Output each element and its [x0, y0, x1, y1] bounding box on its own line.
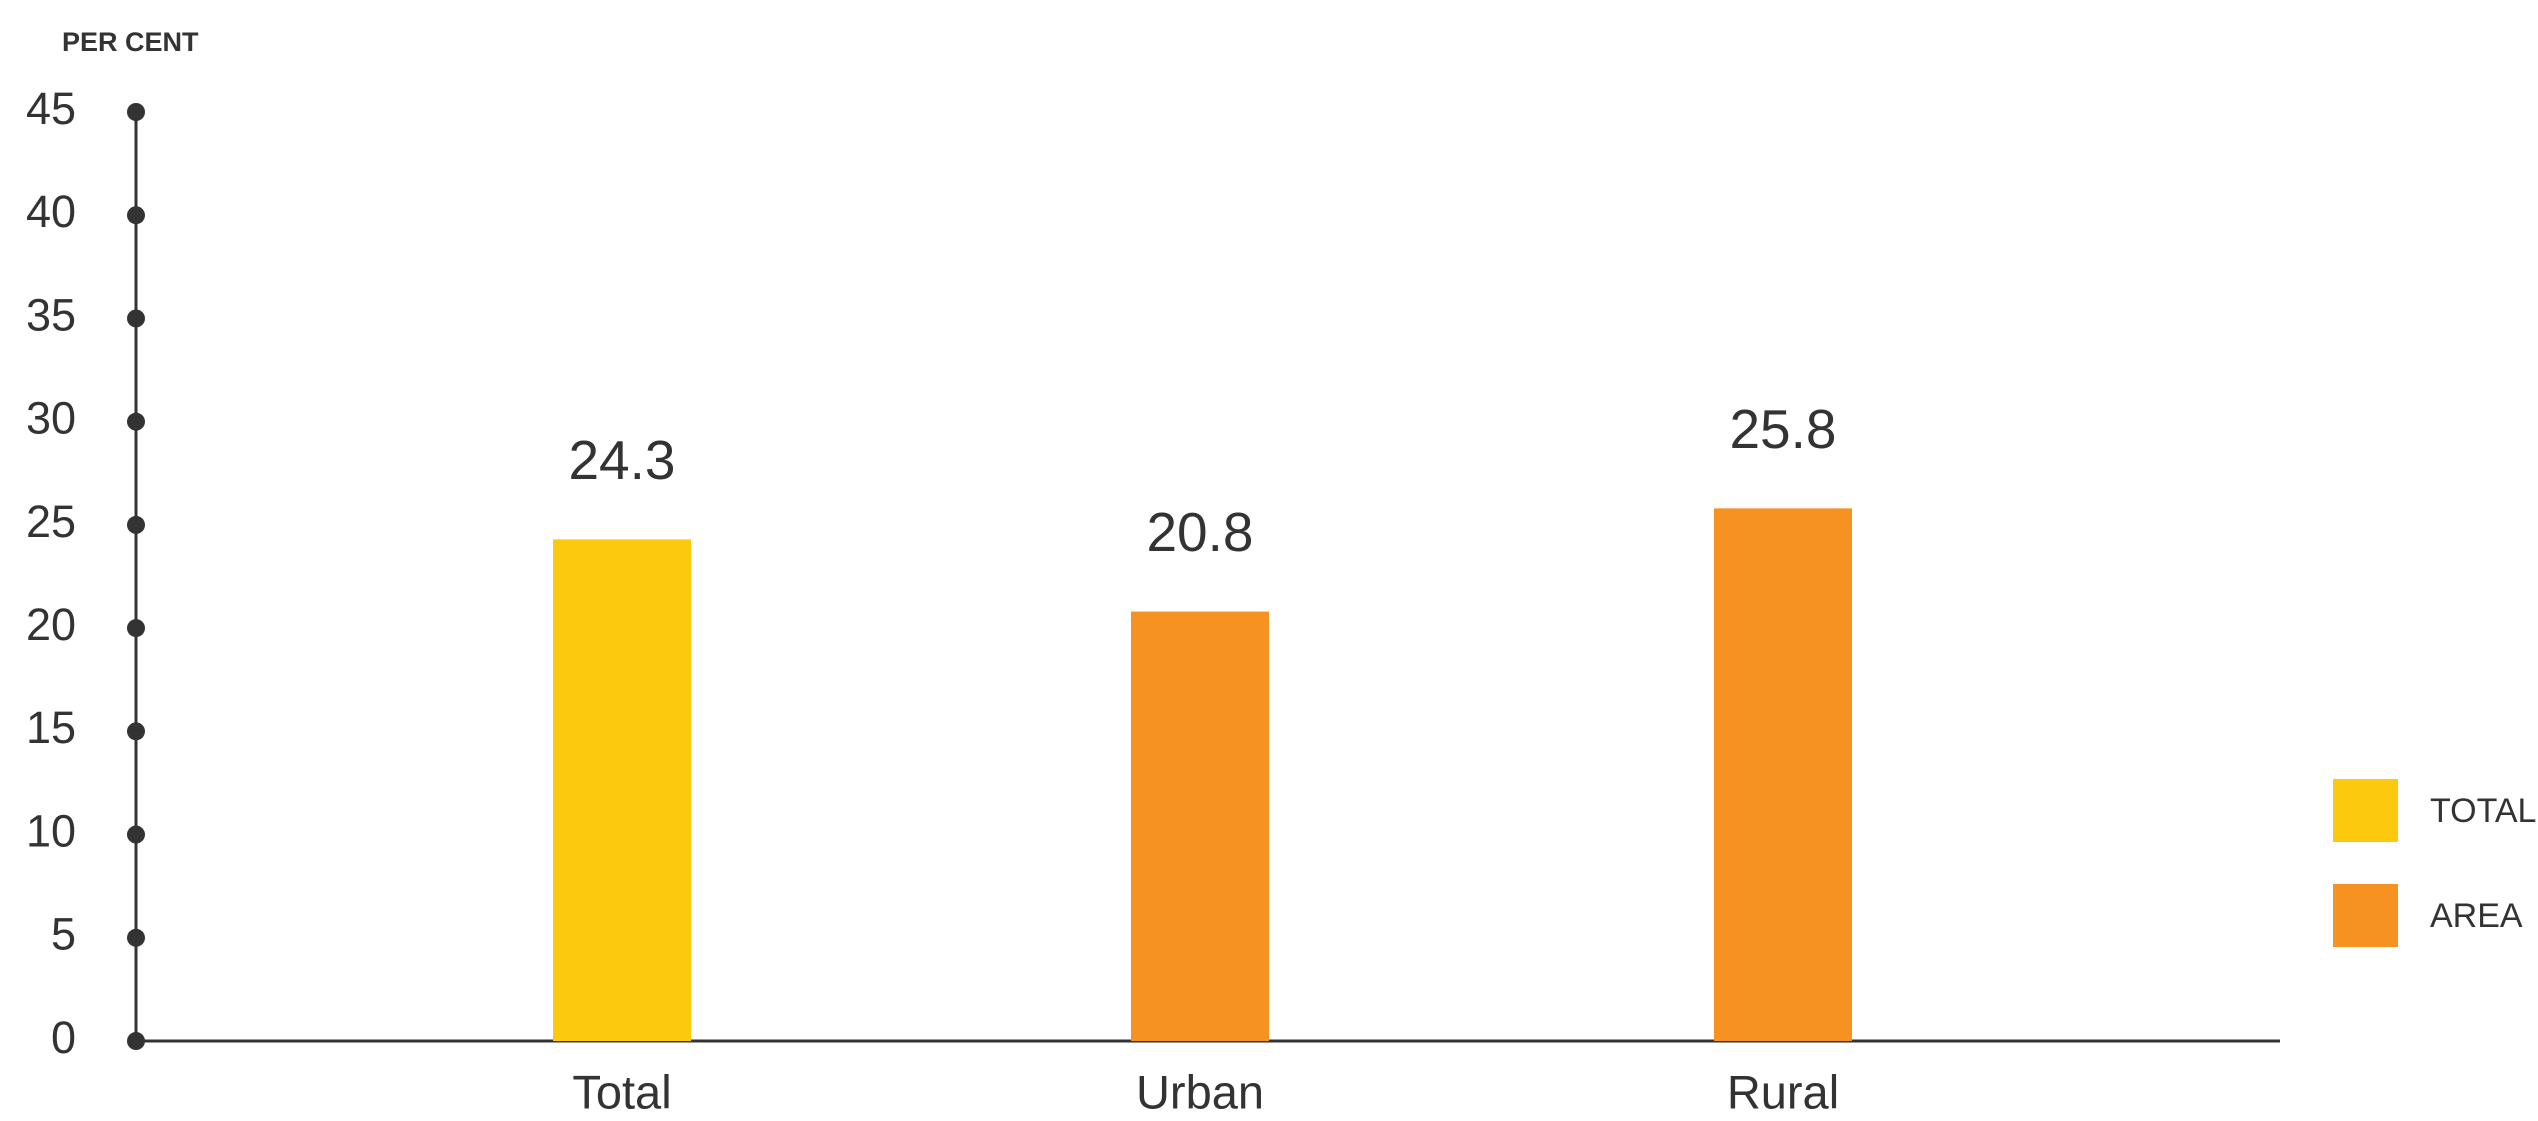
value-label: 20.8	[1146, 501, 1253, 563]
y-tick-label: 0	[51, 1012, 76, 1063]
tick-dot	[127, 1032, 145, 1050]
legend-label: TOTAL	[2430, 792, 2536, 830]
legend-swatch	[2333, 884, 2398, 947]
x-tick-label: Total	[572, 1065, 671, 1118]
legend-swatch	[2333, 779, 2398, 842]
y-tick-label: 40	[26, 186, 76, 237]
tick-dot	[127, 515, 145, 534]
bar	[553, 539, 691, 1041]
y-tick-label: 30	[26, 393, 76, 444]
tick-dot	[127, 722, 145, 741]
tick-dot	[127, 825, 145, 844]
value-label: 24.3	[568, 429, 675, 491]
y-tick-label: 45	[26, 83, 76, 134]
y-tick-label: 5	[51, 909, 76, 960]
x-tick-label: Urban	[1136, 1065, 1264, 1118]
tick-dot	[127, 103, 145, 121]
tick-dot	[127, 619, 145, 638]
tick-dot	[127, 412, 145, 431]
tick-dot	[127, 206, 145, 225]
bar	[1131, 611, 1269, 1041]
legend-label: AREA	[2430, 897, 2523, 935]
value-label: 25.8	[1729, 398, 1836, 460]
y-tick-label: 25	[26, 496, 76, 547]
bar	[1714, 508, 1852, 1042]
y-axis-label: PER CENT	[62, 27, 199, 57]
tick-dot	[127, 928, 145, 947]
y-tick-label: 35	[26, 289, 76, 340]
x-tick-label: Rural	[1727, 1065, 1839, 1118]
y-tick-label: 15	[26, 702, 76, 753]
y-tick-label: 10	[26, 805, 76, 856]
y-tick-label: 20	[26, 599, 76, 650]
tick-dot	[127, 309, 145, 328]
